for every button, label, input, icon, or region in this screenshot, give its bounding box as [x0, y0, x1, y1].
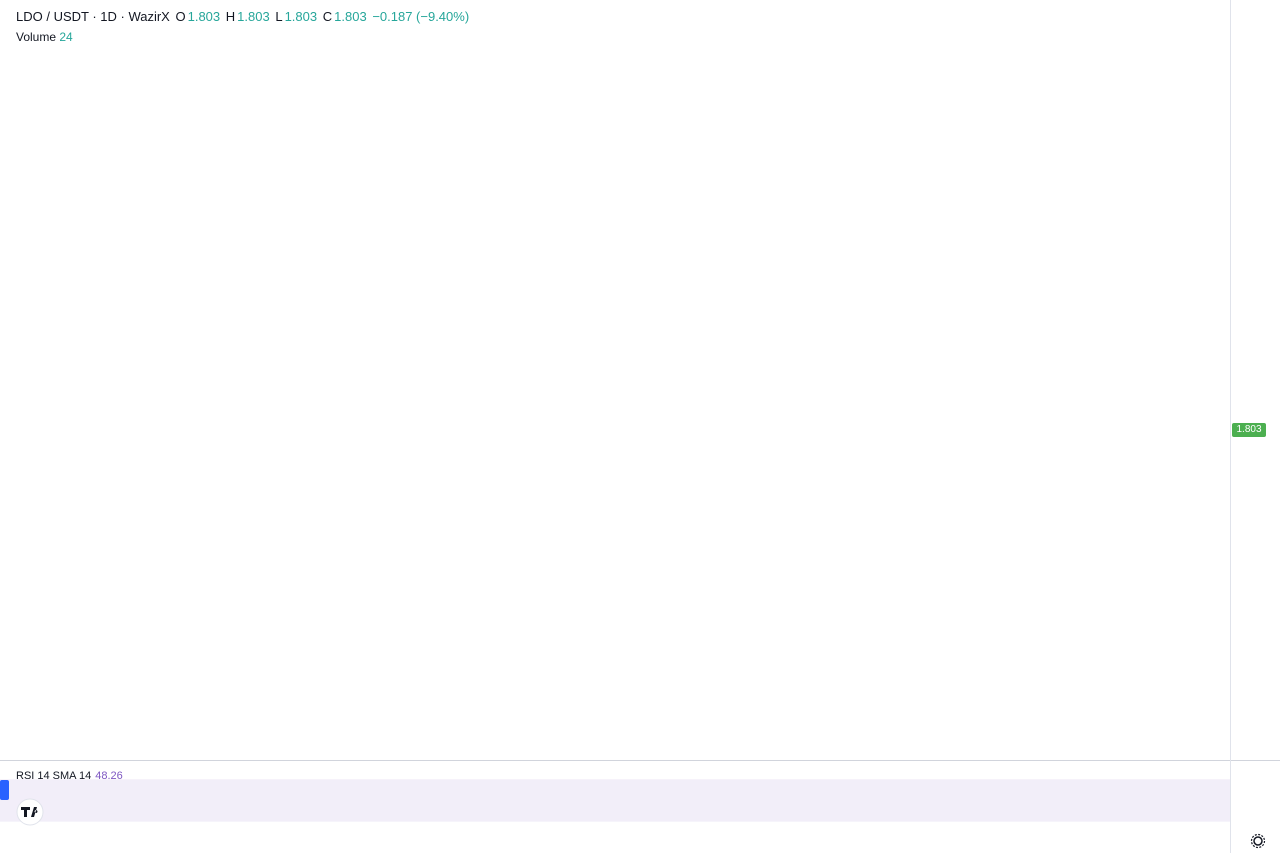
last-price-tag: 1.803 [1232, 423, 1266, 437]
ohlc-h: 1.803 [237, 9, 270, 24]
symbol: LDO / USDT · 1D · WazirX [16, 9, 170, 24]
rsi-label: RSI 14 SMA 14 [16, 770, 92, 782]
volume-value: 24 [59, 30, 73, 44]
settings-icon[interactable] [1250, 833, 1266, 849]
ohlc-c-label: C [322, 9, 333, 24]
change: −0.187 (−9.40%) [372, 9, 470, 24]
volume-label: Volume [16, 30, 57, 44]
ohlc-o-label: O [175, 9, 186, 24]
volume-legend: Volume 24 [16, 30, 73, 44]
ohlc-o: 1.803 [187, 9, 221, 24]
ohlc-h-label: H [225, 9, 236, 24]
logo [16, 798, 44, 826]
rsi-legend: RSI 14 SMA 14 48.26 [16, 770, 123, 782]
rsi-band [0, 779, 1230, 822]
side-tab[interactable] [0, 780, 9, 800]
ohlc-l: 1.803 [284, 9, 318, 24]
legend-header: LDO / USDT · 1D · WazirX O 1.803 H 1.803 L… [16, 9, 471, 24]
ohlc-c: 1.803 [334, 9, 367, 24]
ohlc-l-label: L [275, 9, 283, 24]
rsi-value: 48.26 [95, 770, 123, 782]
